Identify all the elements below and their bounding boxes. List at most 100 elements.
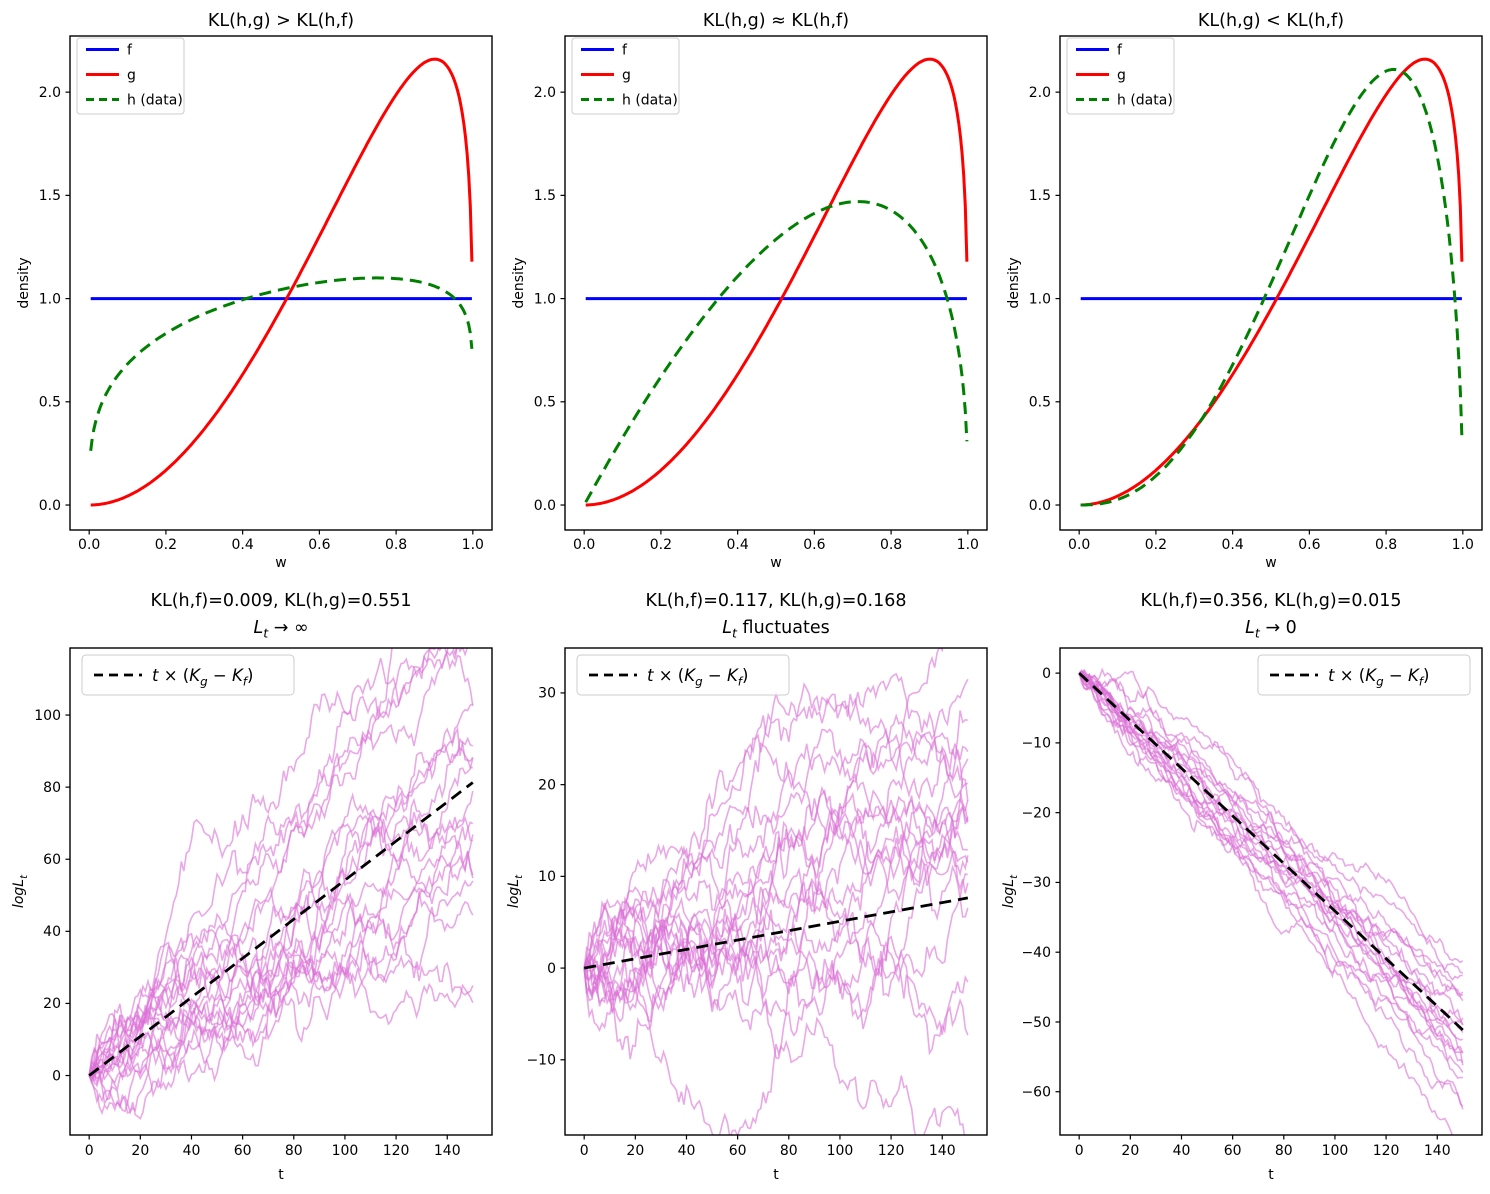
x-tick-label: 0.4 [727, 537, 749, 553]
loglik-path [88, 811, 474, 1083]
y-tick-label: 2.0 [39, 85, 61, 101]
panel-loglik-converges-zero: 0 20 40 60 80 100 120 140 −60 −50 −40 −30 −20 −10 0 KL(… [1001, 591, 1483, 1183]
x-tick-label: 20 [131, 1143, 149, 1159]
series-hdata-curve [89, 276, 474, 451]
axes-spines [1059, 647, 1483, 1136]
y-tick-label: 1.0 [1029, 291, 1051, 307]
y-tick-label: −10 [1021, 736, 1051, 752]
legend-label: h (data) [622, 92, 678, 108]
legend-box [571, 37, 680, 115]
plot-subtitle: Lt fluctuates [722, 618, 829, 641]
x-axis-label: t [773, 1167, 779, 1183]
panel-density-kl-less: 0.0 0.2 0.4 0.6 0.8 1.0 0.0 0.5 1.0 1.5 2.0 KL(h,g)… [1006, 11, 1483, 571]
x-tick-label: 140 [434, 1143, 461, 1159]
loglik-path [583, 682, 968, 969]
x-tick-label: 140 [929, 1143, 956, 1159]
x-tick-label: 0.8 [1375, 537, 1397, 553]
plot-title: KL(h,g) ≈ KL(h,f) [703, 11, 849, 31]
y-tick-label: 0.5 [39, 395, 61, 411]
x-tick-label: 100 [827, 1143, 854, 1159]
y-tick-label: 0.0 [39, 498, 61, 514]
x-tick-label: 0.8 [385, 537, 407, 553]
x-tick-label: 0.4 [232, 537, 254, 553]
legend-label: t × (Kg − Kf) [1328, 666, 1429, 688]
x-tick-label: 0 [1075, 1143, 1084, 1159]
axes-background [565, 36, 987, 530]
y-tick-label: 0 [52, 1068, 61, 1084]
loglik-path [1078, 672, 1464, 1054]
plot-area [88, 648, 474, 1120]
x-tick-label: 40 [1173, 1143, 1191, 1159]
x-tick-label: 0.2 [1145, 537, 1167, 553]
x-tick-label: 1.0 [462, 537, 484, 553]
y-tick-label: 1.5 [1029, 188, 1051, 204]
loglik-path [583, 913, 969, 1036]
x-tick-label: 0.0 [78, 537, 100, 553]
expected-slope-line [88, 781, 474, 1077]
legend-label: g [127, 67, 136, 83]
legend-label: t × (Kg − Kf) [152, 666, 253, 688]
x-axis-label: t [278, 1167, 284, 1183]
loglik-path [583, 821, 969, 1007]
y-axis-label: density [511, 257, 527, 308]
y-tick-label: 100 [34, 708, 61, 724]
x-tick-label: 1.0 [1452, 537, 1474, 553]
y-tick-label: 30 [538, 686, 556, 702]
x-tick-label: 0.4 [1222, 537, 1244, 553]
legend-label: t × (Kg − Kf) [647, 666, 748, 688]
loglik-path [88, 726, 474, 1085]
loglik-path [583, 791, 969, 972]
loglik-path [583, 730, 969, 969]
axes-spines [1059, 35, 1483, 531]
legend: fg h (data) [76, 37, 185, 115]
y-tick-label: 80 [43, 780, 61, 796]
expected-slope-line [1078, 672, 1464, 1032]
y-tick-label: 0.0 [534, 498, 556, 514]
x-tick-label: 1.0 [957, 537, 979, 553]
y-tick-label: 0.0 [1029, 498, 1051, 514]
x-tick-label: 0.0 [1068, 537, 1090, 553]
x-axis-label: w [770, 555, 781, 571]
x-tick-label: 0.6 [1298, 537, 1320, 553]
x-axis-label: w [1265, 555, 1276, 571]
x-tick-label: 20 [1121, 1143, 1139, 1159]
legend-label: f [1117, 42, 1123, 58]
plot-subtitle: Lt → 0 [1245, 618, 1297, 641]
y-axis-label: logLt [506, 874, 525, 908]
plot-title: KL(h,g) > KL(h,f) [208, 11, 354, 31]
y-tick-label: −10 [526, 1053, 556, 1069]
y-tick-label: 1.0 [534, 291, 556, 307]
series-g-curve [1080, 57, 1464, 507]
loglik-path [89, 648, 469, 1081]
panel-loglik-diverges: 0 20 40 60 80 100 120 140 0 20 40 60 80 100 KL(h,f)=0.… [11, 591, 493, 1183]
x-tick-label: 60 [234, 1143, 252, 1159]
loglik-path [88, 737, 474, 1115]
y-tick-label: 0 [1042, 666, 1051, 682]
plot-area [583, 648, 969, 1135]
x-tick-label: 0.6 [308, 537, 330, 553]
axes-spines [564, 647, 988, 1136]
expected-slope-line [583, 896, 969, 970]
loglik-path [1078, 667, 1464, 1054]
y-tick-label: 1.0 [39, 291, 61, 307]
series-g-curve [585, 57, 969, 507]
legend-box [76, 37, 185, 115]
plot-title: KL(h,g) < KL(h,f) [1198, 11, 1344, 31]
x-tick-label: 0.0 [573, 537, 595, 553]
legend-box [1066, 37, 1175, 115]
x-tick-label: 20 [626, 1143, 644, 1159]
x-tick-label: 60 [1224, 1143, 1242, 1159]
loglik-path [583, 773, 969, 982]
axes-spines [69, 647, 493, 1136]
axes-background [70, 36, 492, 530]
legend-box [1257, 654, 1471, 696]
series-g-curve [90, 57, 474, 507]
y-axis-label: density [16, 257, 32, 308]
plot-title: KL(h,f)=0.356, KL(h,g)=0.015 [1141, 591, 1402, 611]
axes-spines [69, 35, 493, 531]
x-tick-label: 60 [729, 1143, 747, 1159]
y-tick-label: 1.5 [39, 188, 61, 204]
x-tick-label: 0 [85, 1143, 94, 1159]
x-tick-label: 0 [580, 1143, 589, 1159]
